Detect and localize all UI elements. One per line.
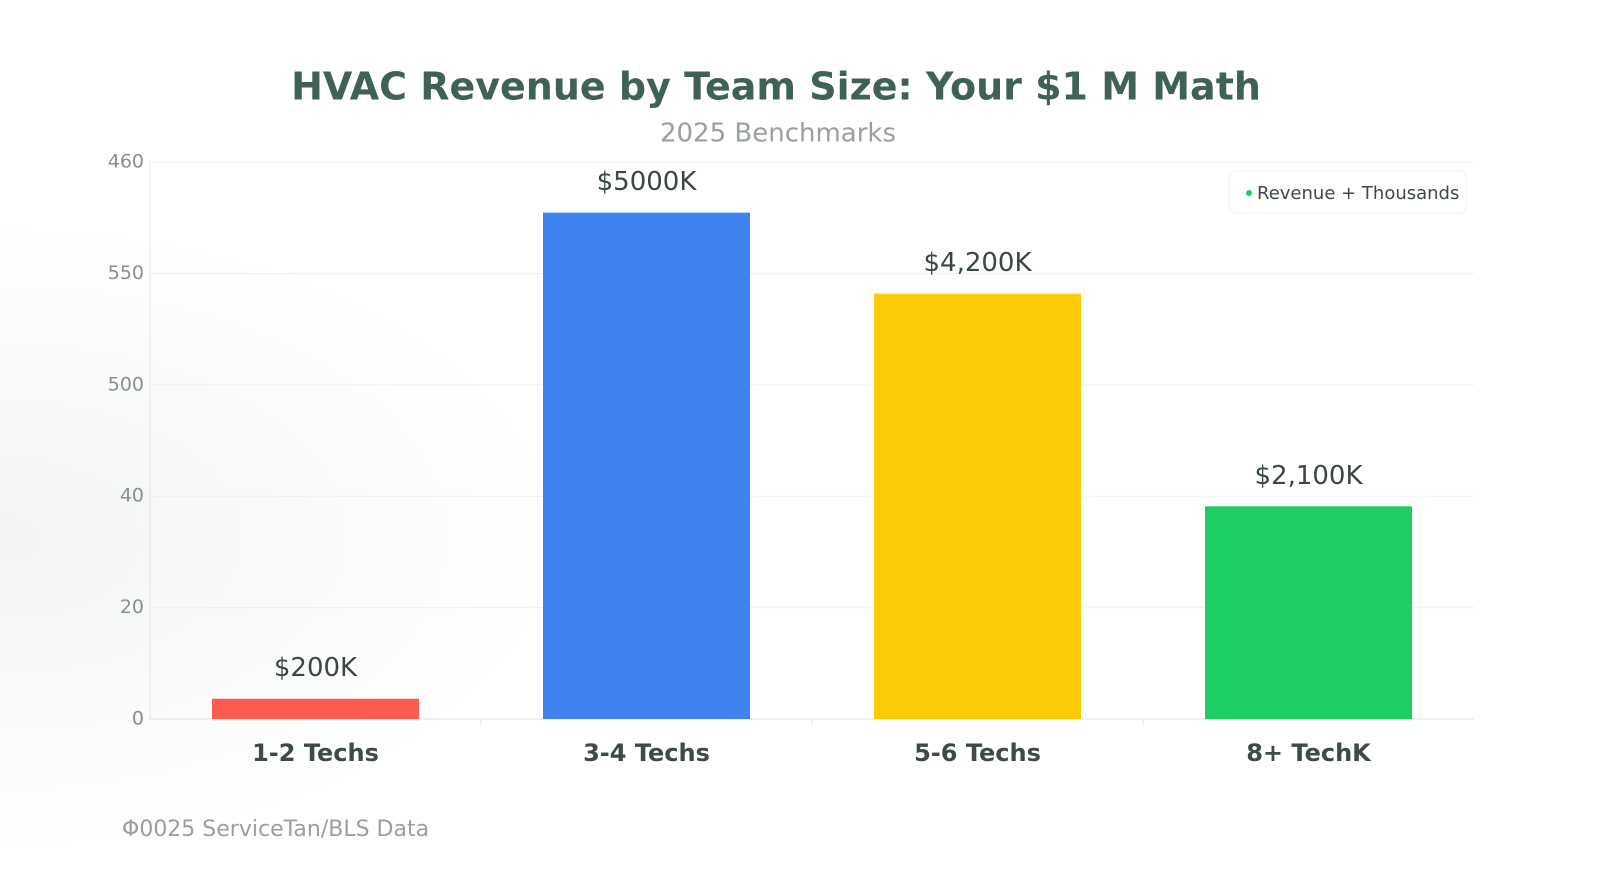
x-tick-label: 8+ TechK (1246, 739, 1372, 767)
y-tick-label: 20 (120, 596, 144, 618)
data-label: $5000K (597, 167, 698, 197)
data-label: $4,200K (923, 248, 1032, 278)
y-tick-label: 460 (108, 151, 144, 173)
legend-label: Revenue + Thousands (1257, 183, 1459, 204)
legend-swatch (1246, 190, 1252, 196)
chart-title: HVAC Revenue by Team Size: Your $1 M Mat… (291, 65, 1261, 109)
bar (874, 293, 1081, 719)
bar (543, 212, 750, 720)
legend-box (1228, 170, 1467, 214)
legend: Revenue + Thousands (1228, 170, 1467, 214)
data-label: $200K (274, 653, 358, 683)
x-tick-label: 5-6 Techs (914, 739, 1041, 767)
bar (1205, 506, 1412, 719)
source-note: Φ0025 ServiceTan/BLS Data (122, 817, 429, 842)
bar (212, 698, 419, 719)
y-tick-label: 0 (132, 708, 144, 730)
y-tick-label: 500 (108, 373, 144, 395)
y-tick-label: 550 (108, 262, 144, 284)
data-label: $2,100K (1254, 461, 1363, 491)
chart-subtitle: 2025 Benchmarks (660, 119, 896, 149)
x-tick-label: 3-4 Techs (583, 739, 710, 767)
x-tick-label: 1-2 Techs (252, 739, 379, 767)
y-tick-label: 40 (120, 485, 144, 507)
